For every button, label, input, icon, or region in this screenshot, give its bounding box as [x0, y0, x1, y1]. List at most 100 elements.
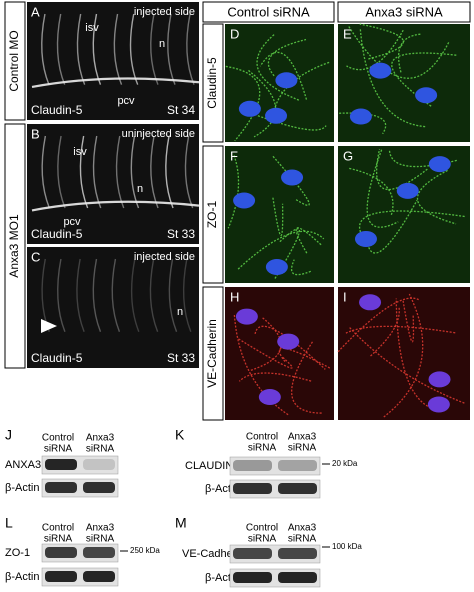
panel-letter: J	[5, 427, 12, 443]
blot-row-label: ZO-1	[5, 547, 30, 559]
annotation: pcv	[63, 216, 81, 228]
junction	[339, 112, 387, 135]
junction	[272, 155, 310, 206]
lane-label: siRNA	[44, 444, 73, 455]
column-header-box	[202, 1, 335, 23]
junction	[369, 307, 400, 357]
panel-letter: L	[5, 515, 13, 531]
lane-label: siRNA	[288, 443, 317, 454]
nucleus	[265, 258, 288, 275]
junction	[359, 28, 426, 128]
row-label-box	[4, 123, 26, 369]
panel-stage: St 34	[167, 103, 195, 117]
blot-row-label: ANXA3	[5, 459, 41, 471]
panel-stain: Claudin-5	[31, 351, 83, 365]
blot-band	[278, 548, 317, 559]
micrograph	[225, 24, 334, 142]
annotation: n	[177, 306, 183, 318]
blot-band	[45, 571, 77, 582]
annotation: n	[159, 38, 165, 50]
vessel	[76, 13, 86, 85]
blot-band	[278, 460, 317, 471]
nucleus	[265, 107, 288, 124]
row-label: Control MO	[7, 30, 21, 91]
vessel	[57, 258, 66, 332]
junction	[272, 197, 284, 237]
annotation: isv	[85, 22, 99, 34]
blot-band	[83, 547, 115, 558]
junction	[375, 148, 428, 190]
junction	[397, 33, 421, 74]
micrograph	[225, 287, 334, 420]
nucleus	[275, 72, 298, 89]
junction	[388, 150, 457, 168]
panel-stain: Claudin-5	[31, 103, 83, 117]
junction	[248, 69, 277, 138]
vessel	[186, 13, 195, 85]
row-label: ZO-1	[205, 201, 219, 229]
blot-band	[233, 548, 272, 559]
column-header: Control siRNA	[227, 4, 310, 19]
micrograph	[338, 146, 470, 283]
annotation: n	[137, 183, 143, 195]
junction	[225, 65, 261, 142]
blot-row-label: β-Actin	[5, 482, 39, 494]
vessel	[111, 258, 121, 332]
micrograph	[337, 287, 470, 420]
junction	[402, 299, 415, 343]
blot-band	[45, 459, 77, 470]
vessel	[57, 135, 66, 209]
junction	[256, 34, 300, 101]
lane-label: Anxa3	[86, 523, 115, 534]
blot-strip	[229, 456, 321, 476]
annotation: pcv	[117, 95, 135, 107]
lane-label: Control	[246, 432, 278, 443]
nucleus	[238, 100, 261, 117]
blot-row-label: CLAUDIN-5	[185, 460, 243, 472]
lane-label: Anxa3	[288, 523, 317, 534]
junction	[238, 338, 293, 369]
blot-band	[278, 572, 317, 583]
row-label: Claudin-5	[205, 57, 219, 109]
junction	[267, 38, 307, 77]
lane-label: Anxa3	[86, 433, 115, 444]
blot-band	[83, 571, 115, 582]
lane-label: Control	[42, 523, 74, 534]
panel-letter: M	[175, 515, 187, 531]
panel-side: uninjected side	[122, 128, 195, 140]
lane-label: siRNA	[44, 534, 73, 545]
blot-band	[83, 459, 115, 470]
panel-letter: K	[175, 427, 185, 443]
row-label: Anxa3 MO1	[7, 214, 21, 278]
column-header: Anxa3 siRNA	[365, 4, 443, 19]
annotation: isv	[73, 146, 87, 158]
blot-band	[233, 483, 272, 494]
micrograph-bg	[27, 2, 199, 120]
junction	[349, 327, 466, 404]
junction	[358, 210, 465, 237]
junction	[290, 259, 312, 276]
nucleus	[369, 62, 392, 79]
panel-side: injected side	[134, 251, 195, 263]
junction	[233, 314, 290, 416]
junction	[348, 26, 450, 79]
panel-letter: F	[230, 148, 238, 163]
blot-row-label: VE-Cadherin	[182, 548, 245, 560]
vessel	[130, 258, 140, 332]
nucleus	[233, 192, 256, 209]
nucleus	[396, 182, 419, 199]
panel-letter: B	[31, 126, 40, 141]
nucleus	[428, 371, 451, 388]
blot-row-label: β-Actin	[5, 571, 39, 583]
blot-band	[45, 547, 77, 558]
panel-letter: A	[31, 4, 40, 19]
nucleus	[427, 396, 450, 413]
micrograph	[27, 247, 199, 368]
panel-stage: St 33	[167, 227, 195, 241]
nucleus	[235, 308, 258, 325]
nucleus	[277, 333, 300, 350]
lane-label: Anxa3	[288, 432, 317, 443]
marker-label: 100 kDa	[332, 542, 362, 551]
junction	[259, 51, 308, 100]
junction	[337, 297, 421, 353]
